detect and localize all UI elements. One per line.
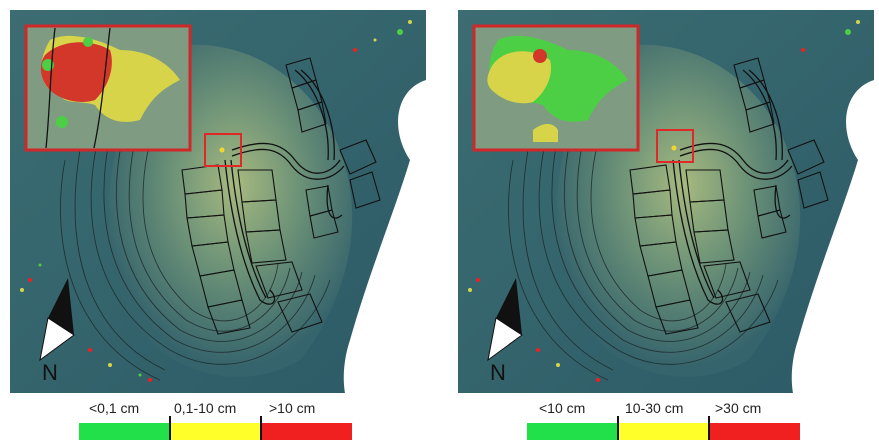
map-panel-left: N (10, 10, 426, 393)
legend-right: <10 cm 10-30 cm >30 cm (527, 398, 800, 442)
legend-label-low: <10 cm (539, 400, 586, 416)
legend-label-low: <0,1 cm (89, 400, 140, 416)
legend-swatch-high (261, 423, 352, 440)
legend-label-mid: 0,1-10 cm (174, 400, 237, 416)
road-network (224, 69, 345, 305)
terrain-map-right: N (458, 10, 874, 393)
legend-divider (617, 416, 619, 440)
legend-colorbar (527, 423, 800, 440)
legend-divider (260, 416, 262, 440)
legend-colorbar (79, 423, 352, 440)
legend-label-mid: 10-30 cm (625, 400, 684, 416)
contour-lines (60, 129, 331, 381)
inset-detail-map (24, 24, 192, 152)
sea-area (791, 80, 874, 393)
scatter-dots (468, 20, 860, 382)
sea-area (343, 80, 426, 393)
legend-swatch-high (709, 423, 800, 440)
detail-point (219, 147, 225, 153)
north-arrow: N (487, 278, 523, 385)
detail-highlight-box (656, 129, 694, 163)
legend-swatch-mid (170, 423, 261, 440)
terrain-map-left: N (10, 10, 426, 393)
legend-swatch-low (527, 423, 618, 440)
inset-detail-map (472, 24, 640, 152)
road-network (672, 69, 793, 305)
north-arrow: N (39, 278, 75, 385)
scatter-dots (20, 20, 412, 382)
legend-divider (708, 416, 710, 440)
legend-left: <0,1 cm 0,1-10 cm >10 cm (79, 398, 352, 442)
legend-label-high: >10 cm (269, 400, 316, 416)
building-plots (181, 57, 381, 335)
detail-point (671, 145, 677, 151)
building-plots (629, 57, 829, 335)
legend-swatch-low (79, 423, 170, 440)
north-label: N (490, 360, 506, 385)
legend-label-high: >30 cm (715, 400, 762, 416)
legend-divider (169, 416, 171, 440)
map-panel-right: N (458, 10, 874, 393)
contour-lines (508, 129, 779, 381)
north-label: N (42, 360, 58, 385)
detail-highlight-box (204, 133, 242, 167)
legend-swatch-mid (618, 423, 709, 440)
